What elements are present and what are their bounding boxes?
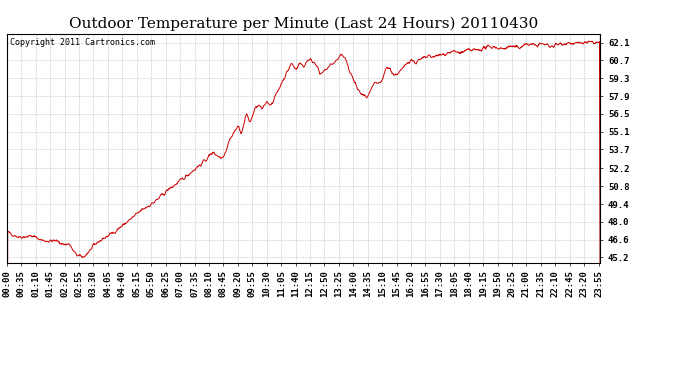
Title: Outdoor Temperature per Minute (Last 24 Hours) 20110430: Outdoor Temperature per Minute (Last 24 … (69, 17, 538, 31)
Text: Copyright 2011 Cartronics.com: Copyright 2011 Cartronics.com (10, 38, 155, 47)
